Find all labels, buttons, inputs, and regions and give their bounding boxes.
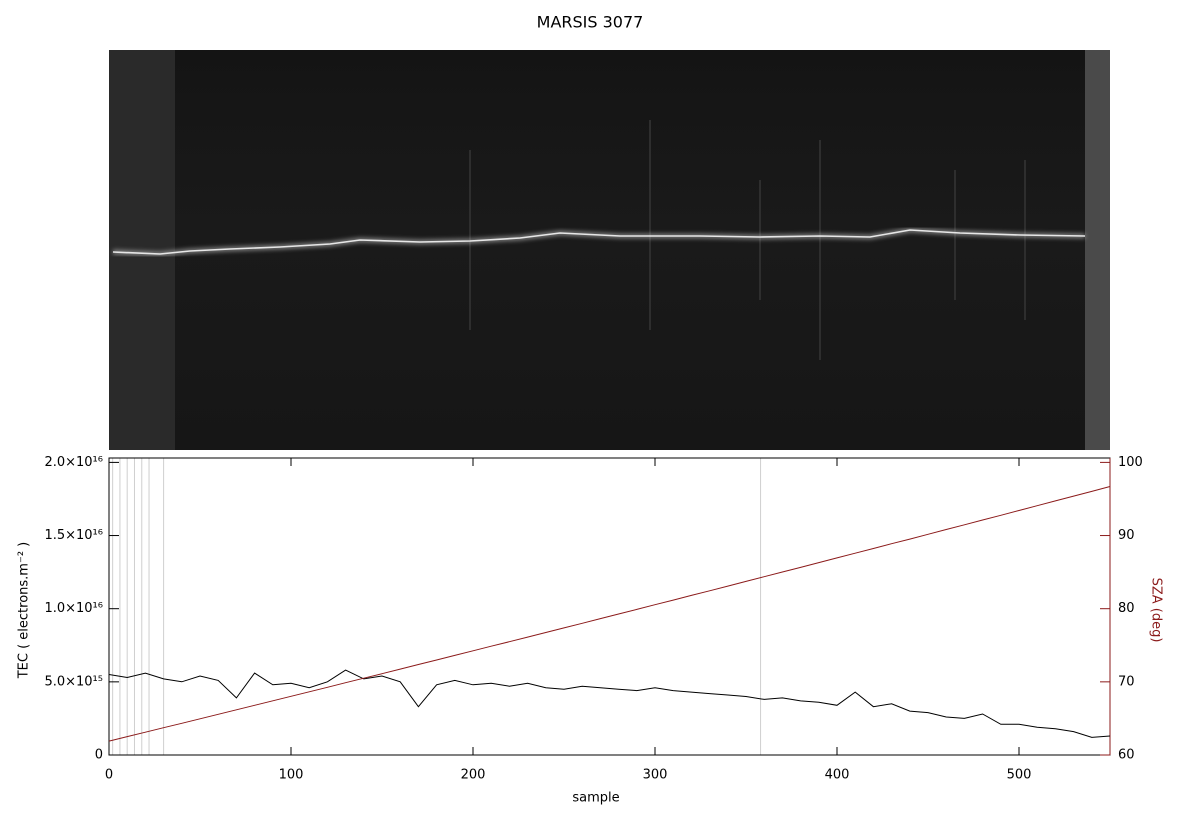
radargram <box>109 50 1110 450</box>
y2-tick-label: 90 <box>1118 528 1135 543</box>
x-tick-label: 300 <box>643 768 668 783</box>
chart-title: MARSIS 3077 <box>537 13 644 32</box>
radargram-right-band <box>1085 50 1110 450</box>
series-line <box>108 486 1111 742</box>
y-tick-label: 1.0×10¹⁶ <box>44 601 103 616</box>
plot-frame <box>108 457 1111 756</box>
y-tick-label: 0 <box>95 748 103 763</box>
y2-tick-label: 100 <box>1118 455 1143 470</box>
x-axis-label: sample <box>572 791 619 806</box>
y-axis-label: TEC ( electrons.m⁻² ) <box>17 542 32 680</box>
x-tick-label: 500 <box>1007 768 1032 783</box>
x-tick-label: 200 <box>461 768 486 783</box>
y2-axis-label: SZA (deg) <box>1149 578 1164 643</box>
x-tick-label: 100 <box>279 768 304 783</box>
radargram-background <box>109 50 1110 450</box>
y2-tick-label: 60 <box>1118 748 1135 763</box>
y2-tick-label: 80 <box>1118 601 1135 616</box>
x-tick-label: 0 <box>105 768 113 783</box>
y-tick-label: 5.0×10¹⁵ <box>44 674 103 689</box>
y-tick-label: 1.5×10¹⁶ <box>44 528 103 543</box>
y2-tick-label: 70 <box>1118 674 1135 689</box>
x-tick-label: 400 <box>825 768 850 783</box>
y-tick-label: 2.0×10¹⁶ <box>44 455 103 470</box>
series-line <box>108 669 1111 738</box>
surface-echo <box>112 229 1086 255</box>
